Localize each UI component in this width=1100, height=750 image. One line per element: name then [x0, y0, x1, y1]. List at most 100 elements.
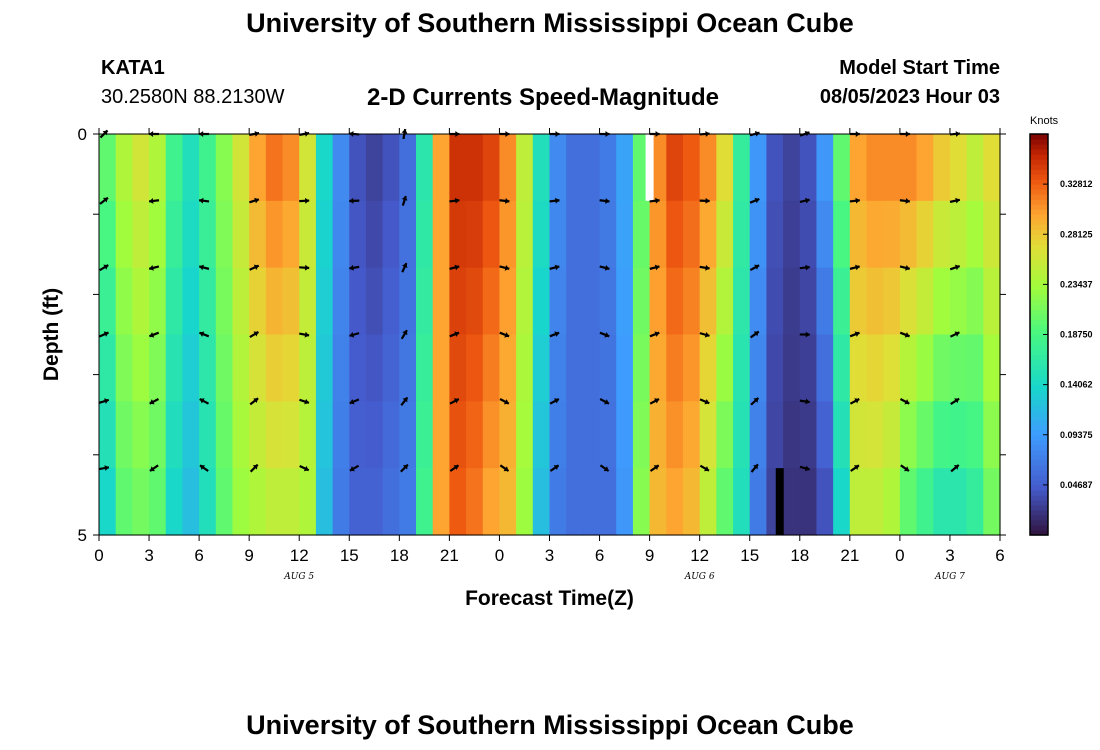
- heatmap-cell: [215, 134, 234, 202]
- heatmap-cell: [749, 334, 768, 402]
- heatmap-cell: [899, 267, 918, 336]
- vector-arrowhead: [253, 264, 259, 270]
- heatmap-cell: [983, 334, 1001, 402]
- heatmap-cell: [265, 267, 284, 336]
- heatmap-cell: [616, 134, 634, 202]
- x-tick-label: 0: [895, 546, 904, 565]
- heatmap-cell: [783, 134, 801, 202]
- vector-arrowhead: [199, 197, 204, 204]
- heatmap-cell: [399, 334, 417, 402]
- heatmap-cell: [282, 267, 300, 336]
- vector-arrowhead: [705, 264, 710, 271]
- heatmap-cell: [382, 334, 400, 402]
- heatmap-cell: [716, 267, 734, 336]
- heatmap-cell: [566, 401, 584, 469]
- heatmap-cell: [783, 468, 801, 536]
- heatmap-cell: [599, 134, 617, 202]
- colorbar-segment: [1030, 279, 1048, 285]
- heatmap-cell: [816, 334, 834, 402]
- heatmap-cell: [516, 200, 534, 269]
- heatmap-cell: [649, 200, 667, 269]
- heatmap-cell: [466, 267, 484, 336]
- heatmap-cell: [799, 468, 818, 536]
- heatmap-cell: [916, 134, 934, 202]
- heatmap-cell: [182, 200, 200, 269]
- colorbar-unit: Knots: [1030, 115, 1059, 127]
- heatmap-cell: [566, 200, 584, 269]
- heatmap-cell: [265, 334, 284, 402]
- vector-arrowhead: [402, 263, 408, 268]
- heatmap-cell: [616, 334, 634, 402]
- colorbar-segment: [1030, 154, 1048, 160]
- heatmap-cell: [132, 468, 150, 536]
- heatmap-cell: [899, 401, 918, 469]
- heatmap-cell: [966, 401, 984, 469]
- colorbar-segment: [1030, 404, 1048, 411]
- heatmap-cell: [849, 334, 868, 402]
- colorbar-segment: [1030, 214, 1048, 220]
- heatmap-cell: [182, 134, 200, 202]
- colorbar-segment: [1030, 384, 1048, 391]
- page-title: University of Southern Mississippi Ocean…: [246, 8, 854, 38]
- heatmap-cell: [566, 267, 584, 336]
- vector-arrows: [98, 128, 961, 473]
- heatmap-cell: [682, 200, 701, 269]
- heatmap-cell: [482, 267, 501, 336]
- heatmap-cell: [399, 267, 417, 336]
- heatmap-cell: [299, 401, 317, 469]
- heatmap-cell: [949, 401, 968, 469]
- x-tick-label: 21: [840, 546, 859, 565]
- colorbar-tick-label: 0.28125: [1060, 229, 1093, 239]
- heatmap-cell: [215, 267, 234, 336]
- vector-arrowhead: [304, 398, 309, 405]
- heatmap-cell: [566, 134, 584, 202]
- colorbar-segment: [1030, 334, 1048, 341]
- heatmap-cell: [149, 334, 167, 402]
- heatmap-cell: [365, 334, 384, 402]
- heatmap-cell: [99, 267, 117, 336]
- vector-arrowhead: [454, 197, 460, 204]
- heatmap-cell: [549, 468, 567, 536]
- heatmap-cell: [99, 200, 117, 269]
- heatmap-cell: [99, 334, 117, 402]
- colorbar-segment: [1030, 509, 1048, 516]
- vector-arrowhead: [199, 331, 205, 337]
- heatmap-cell: [766, 267, 784, 336]
- colorbar-segment: [1030, 339, 1048, 346]
- vector-arrowhead: [953, 464, 959, 470]
- heatmap-cell: [132, 134, 150, 202]
- heatmap-cell: [866, 401, 884, 469]
- heatmap-cell: [866, 468, 884, 536]
- heatmap-cell: [666, 200, 684, 269]
- heatmap-cell: [349, 134, 367, 202]
- heatmap-cell: [249, 334, 267, 402]
- colorbar-segment: [1030, 479, 1048, 486]
- x-tick-label: 12: [290, 546, 309, 565]
- heatmap-cell: [916, 200, 934, 269]
- heatmap-cell: [349, 334, 367, 402]
- plot-title: 2-D Currents Speed-Magnitude: [367, 84, 720, 111]
- vector-arrowhead: [805, 331, 810, 338]
- x-tick-label: 0: [495, 546, 504, 565]
- vector-arrowhead: [149, 265, 154, 271]
- heatmap-cell: [966, 468, 984, 536]
- colorbar-segment: [1030, 354, 1048, 361]
- x-tick-label: 9: [244, 546, 253, 565]
- vector-arrowhead: [199, 264, 204, 271]
- heatmap-cell: [816, 200, 834, 269]
- heatmap-cell: [899, 200, 918, 269]
- heatmap-cell: [466, 200, 484, 269]
- vector-arrowhead: [753, 331, 759, 337]
- vector-arrowhead: [705, 197, 710, 204]
- colorbar-segment: [1030, 444, 1048, 451]
- heatmap-cell: [733, 267, 751, 336]
- heatmap-cell: [182, 468, 200, 536]
- heatmap-cell: [365, 134, 384, 202]
- heatmap-cell: [382, 200, 400, 269]
- vector-arrowhead: [253, 331, 259, 337]
- heatmap-cell: [299, 334, 317, 402]
- heatmap-cell: [349, 468, 367, 536]
- colorbar-segment: [1030, 524, 1048, 531]
- heatmap-cell: [182, 267, 200, 336]
- heatmap-cell: [399, 200, 417, 269]
